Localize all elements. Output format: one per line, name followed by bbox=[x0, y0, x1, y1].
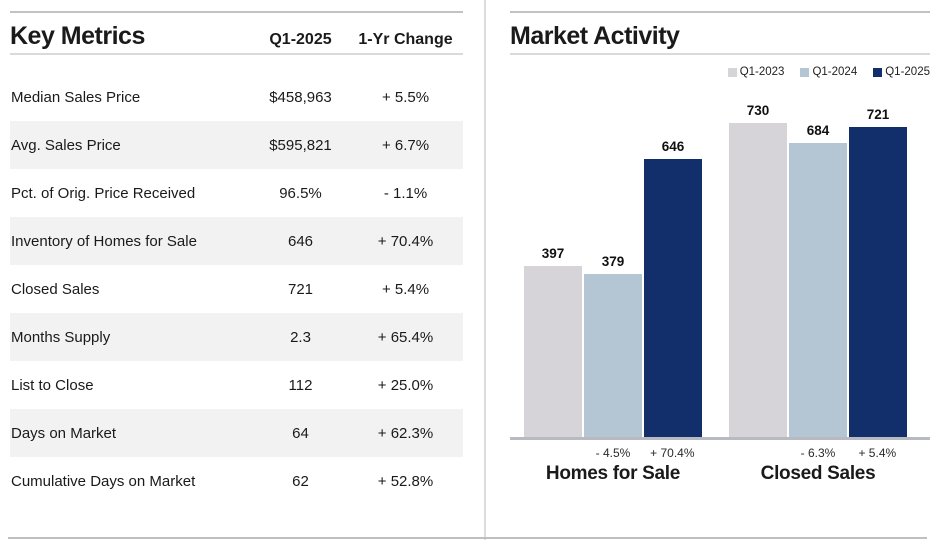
legend-label: Q1-2024 bbox=[812, 66, 858, 78]
table-row: Median Sales Price $458,963 + 5.5% bbox=[10, 73, 463, 121]
legend-item-q1-2025: Q1-2025 bbox=[873, 66, 930, 78]
metric-label: Cumulative Days on Market bbox=[11, 472, 196, 490]
key-metrics-header: Key Metrics Q1-2025 1-Yr Change bbox=[10, 13, 463, 55]
table-row: Inventory of Homes for Sale 646 + 70.4% bbox=[10, 217, 463, 265]
bar-q1-2025 bbox=[644, 159, 702, 437]
metric-change: + 52.8% bbox=[377, 472, 434, 490]
table-row: List to Close 112 + 25.0% bbox=[10, 361, 463, 409]
bar-column: 721 bbox=[849, 107, 907, 437]
bar-column: 730 bbox=[729, 103, 787, 437]
metric-value: 96.5% bbox=[279, 184, 322, 202]
metric-label: Pct. of Orig. Price Received bbox=[11, 184, 196, 202]
metric-label: Median Sales Price bbox=[11, 88, 141, 106]
legend-swatch-icon bbox=[873, 67, 883, 77]
table-row: Months Supply 2.3 + 65.4% bbox=[10, 313, 463, 361]
pct-change-q1-2024: - 6.3% bbox=[800, 446, 836, 460]
metric-value: 646 bbox=[287, 232, 314, 250]
legend-label: Q1-2025 bbox=[885, 66, 930, 78]
metric-value: 64 bbox=[292, 424, 309, 442]
bar-value-label: 730 bbox=[746, 103, 770, 118]
market-activity-header: Market Activity bbox=[510, 13, 930, 55]
metric-change: - 1.1% bbox=[383, 184, 428, 202]
pct-change-q1-2025: + 70.4% bbox=[650, 446, 695, 460]
pct-change-q1-2024: - 4.5% bbox=[595, 446, 631, 460]
bar-value-label: 646 bbox=[661, 139, 685, 154]
metric-change: + 65.4% bbox=[377, 328, 434, 346]
panel-divider bbox=[484, 0, 486, 540]
metric-value: 2.3 bbox=[290, 328, 311, 346]
column-header-change: 1-Yr Change bbox=[358, 31, 453, 48]
pct-change-empty bbox=[729, 446, 788, 460]
pct-change-row: - 4.5% + 70.4% bbox=[524, 440, 702, 460]
table-row: Days on Market 64 + 62.3% bbox=[10, 409, 463, 457]
legend-item-q1-2023: Q1-2023 bbox=[727, 66, 785, 78]
metric-label: List to Close bbox=[11, 376, 94, 394]
category-label-closed-sales: Closed Sales bbox=[760, 463, 876, 484]
key-metrics-title: Key Metrics bbox=[10, 22, 145, 50]
bar-column: 379 bbox=[584, 254, 642, 437]
metrics-rows: Median Sales Price $458,963 + 5.5% Avg. … bbox=[10, 73, 463, 505]
metric-label: Days on Market bbox=[11, 424, 117, 442]
table-row: Avg. Sales Price $595,821 + 6.7% bbox=[10, 121, 463, 169]
bar-chart-plot: 397 379 646 730 684 bbox=[510, 97, 930, 440]
market-activity-title: Market Activity bbox=[510, 22, 680, 50]
metric-change: + 5.4% bbox=[381, 280, 430, 298]
bar-value-label: 379 bbox=[601, 254, 625, 269]
bar-q1-2024 bbox=[789, 143, 847, 437]
legend-item-q1-2024: Q1-2024 bbox=[800, 66, 857, 78]
legend-label: Q1-2023 bbox=[739, 66, 785, 78]
metric-change: + 70.4% bbox=[377, 232, 434, 250]
column-header-period: Q1-2025 bbox=[269, 31, 332, 48]
bar-q1-2023 bbox=[729, 123, 787, 437]
metric-change: + 62.3% bbox=[377, 424, 434, 442]
metric-label: Months Supply bbox=[11, 328, 111, 346]
table-row: Cumulative Days on Market 62 + 52.8% bbox=[10, 457, 463, 505]
bar-group-closed-sales: 730 684 721 bbox=[729, 103, 907, 437]
pct-change-row: - 6.3% + 5.4% bbox=[729, 440, 907, 460]
legend-swatch-icon bbox=[727, 67, 737, 77]
bar-value-label: 721 bbox=[866, 107, 890, 122]
metric-value: $595,821 bbox=[269, 136, 332, 154]
pct-change-empty bbox=[524, 446, 583, 460]
bottom-divider bbox=[8, 537, 927, 539]
market-activity-panel: Market Activity Q1-2023 Q1-2024 Q1-2025 … bbox=[510, 11, 930, 500]
bar-column: 684 bbox=[789, 123, 847, 437]
legend-swatch-icon bbox=[800, 67, 810, 77]
metric-change: + 6.7% bbox=[381, 136, 430, 154]
bar-group-homes-for-sale: 397 379 646 bbox=[524, 139, 702, 437]
metric-label: Closed Sales bbox=[11, 280, 100, 298]
chart-annotations: - 4.5% + 70.4% Homes for Sale - 6.3% + 5… bbox=[510, 440, 930, 500]
category-label-homes-for-sale: Homes for Sale bbox=[545, 463, 681, 484]
table-row: Pct. of Orig. Price Received 96.5% - 1.1… bbox=[10, 169, 463, 217]
bar-q1-2023 bbox=[524, 266, 582, 437]
bar-column: 646 bbox=[644, 139, 702, 437]
metric-change: + 25.0% bbox=[377, 376, 434, 394]
pct-change-q1-2025: + 5.4% bbox=[858, 446, 897, 460]
metric-change: + 5.5% bbox=[381, 88, 430, 106]
bar-q1-2024 bbox=[584, 274, 642, 437]
bar-value-label: 684 bbox=[806, 123, 830, 138]
annotations-closed-sales: - 6.3% + 5.4% Closed Sales bbox=[729, 440, 907, 485]
bar-value-label: 397 bbox=[541, 246, 565, 261]
metric-value: 62 bbox=[292, 472, 309, 490]
bar-column: 397 bbox=[524, 246, 582, 437]
metric-label: Inventory of Homes for Sale bbox=[11, 232, 197, 250]
bar-q1-2025 bbox=[849, 127, 907, 437]
chart-legend: Q1-2023 Q1-2024 Q1-2025 bbox=[510, 64, 930, 80]
key-metrics-panel: Key Metrics Q1-2025 1-Yr Change Median S… bbox=[10, 11, 463, 505]
metric-value: 112 bbox=[288, 376, 313, 394]
table-row: Closed Sales 721 + 5.4% bbox=[10, 265, 463, 313]
annotations-homes-for-sale: - 4.5% + 70.4% Homes for Sale bbox=[524, 440, 702, 485]
metric-label: Avg. Sales Price bbox=[11, 136, 121, 154]
metric-value: $458,963 bbox=[269, 88, 332, 106]
metric-value: 721 bbox=[287, 280, 314, 298]
